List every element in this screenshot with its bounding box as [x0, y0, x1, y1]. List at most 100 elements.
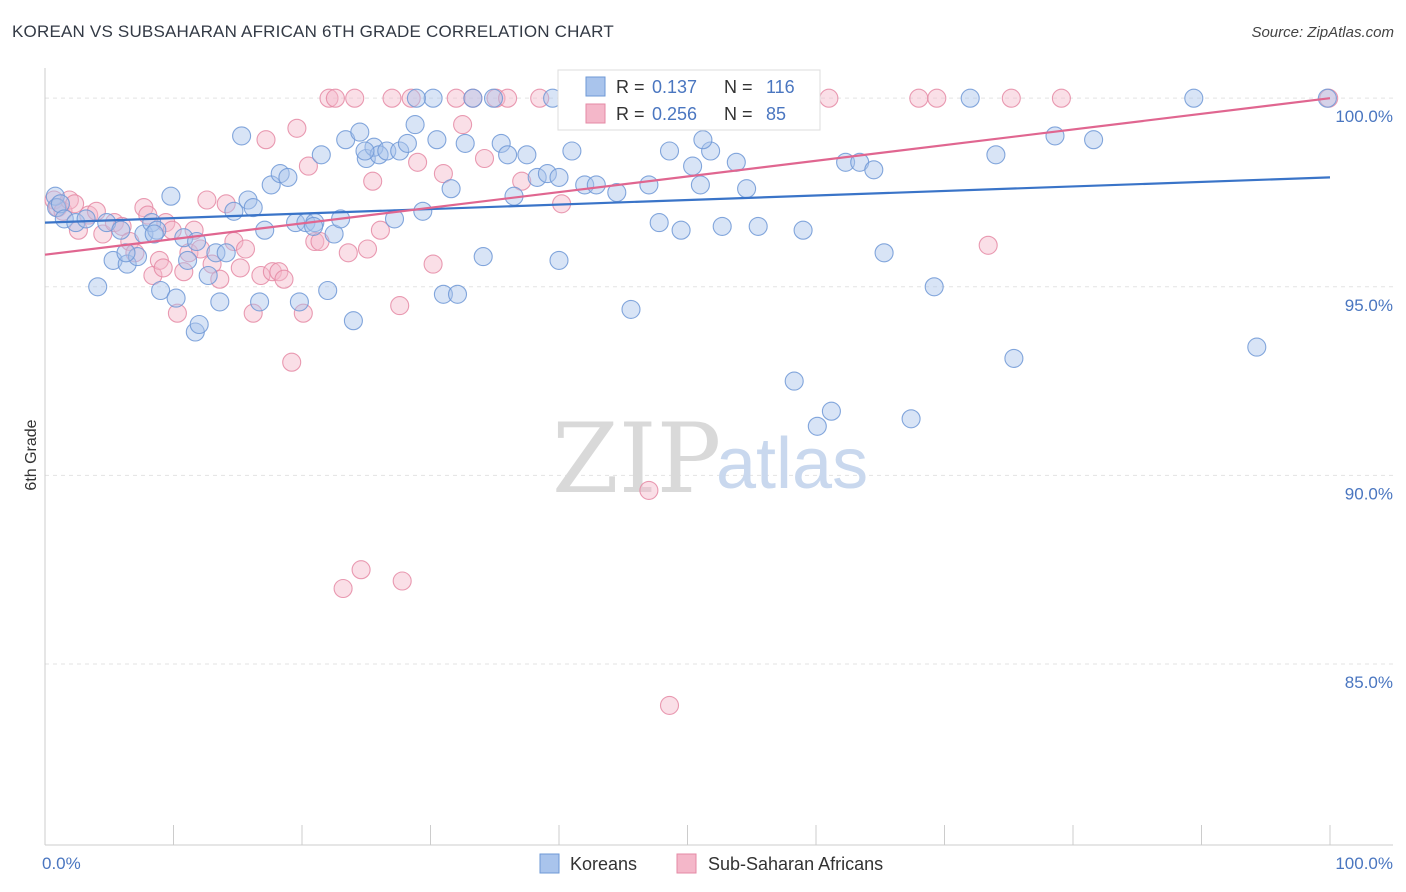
grid-lines	[45, 97, 1393, 665]
korean-point	[198, 265, 218, 286]
korean-point	[350, 122, 370, 142]
african-point	[446, 88, 466, 108]
trend-lines	[44, 97, 1331, 256]
african-point	[202, 254, 222, 274]
korean-point	[243, 198, 263, 218]
african-point	[453, 115, 473, 135]
korean-point	[659, 141, 680, 161]
korean-point	[690, 175, 710, 195]
korean-point	[671, 220, 691, 240]
african-point	[357, 239, 378, 259]
korean-point	[355, 141, 375, 161]
african-point	[274, 269, 294, 289]
korean-point	[255, 220, 275, 240]
legend-item-koreans: Koreans	[570, 854, 637, 874]
korean-point	[278, 167, 298, 187]
korean-point	[924, 277, 944, 297]
african-point	[262, 262, 282, 282]
korean-point	[1247, 337, 1267, 357]
korean-point	[1084, 130, 1104, 150]
legend-series: Koreans Sub-Saharan Africans	[539, 853, 883, 874]
korean-point	[318, 280, 338, 301]
korean-point	[413, 201, 433, 221]
korean-point	[166, 288, 186, 308]
african-point	[305, 231, 325, 252]
x-tick-label-max: 100.0%	[1335, 854, 1393, 873]
y-axis-label: 6th Grade	[23, 419, 40, 490]
african-point	[351, 560, 371, 580]
korean-point	[232, 126, 252, 146]
korean-point	[447, 284, 468, 304]
korean-point	[473, 247, 493, 267]
african-point	[167, 303, 187, 323]
legend-n-value-africans: 85	[766, 104, 786, 124]
korean-point	[304, 216, 324, 236]
african-point	[659, 695, 680, 715]
african-point	[345, 88, 365, 108]
korean-point	[50, 194, 70, 214]
african-point	[325, 88, 345, 108]
korean-point	[549, 167, 569, 187]
korean-point	[151, 280, 171, 301]
korean-point	[427, 130, 447, 150]
african-point	[210, 269, 230, 289]
y-tick-label: 90.0%	[1345, 484, 1393, 503]
korean-point	[621, 299, 641, 319]
korean-point	[178, 250, 198, 270]
korean-point	[433, 284, 453, 304]
african-point	[1051, 88, 1071, 108]
african-point	[319, 88, 339, 108]
korean-point	[784, 371, 804, 391]
korean-point	[639, 175, 659, 195]
african-point	[251, 265, 271, 286]
korean-point	[423, 88, 443, 108]
african-point	[433, 164, 453, 184]
watermark-zip: ZIP	[552, 403, 721, 515]
african-point	[819, 88, 839, 108]
korean-point	[821, 401, 841, 421]
legend-bottom-swatch-koreans	[539, 853, 560, 874]
legend-r-value-africans: 0.256	[652, 104, 697, 124]
korean-point	[549, 250, 569, 270]
chart-title: KOREAN VS SUBSAHARAN AFRICAN 6TH GRADE C…	[12, 22, 614, 41]
korean-point	[47, 198, 67, 218]
legend-n-label-africans: N =	[724, 104, 753, 124]
x-tick-label-min: 0.0%	[42, 854, 81, 873]
korean-point	[463, 88, 483, 108]
african-point	[153, 258, 173, 278]
korean-point	[693, 130, 713, 150]
trend-line-africans	[44, 97, 1331, 256]
series-koreans	[45, 88, 1337, 436]
legend-bottom-swatch-africans	[676, 853, 697, 874]
korean-point	[748, 216, 768, 236]
african-point	[390, 296, 410, 316]
korean-point	[111, 220, 131, 240]
korean-point	[491, 133, 511, 153]
african-point	[363, 171, 383, 191]
legend-r-label-koreans: R =	[616, 77, 645, 97]
korean-point	[397, 133, 417, 153]
african-point	[184, 220, 204, 240]
african-point	[382, 88, 402, 108]
korean-point	[455, 133, 475, 153]
korean-point	[807, 416, 827, 436]
korean-point	[343, 311, 363, 331]
korean-point	[441, 179, 461, 199]
source-credit: Source: ZipAtlas.com	[1251, 24, 1394, 41]
korean-point	[356, 148, 376, 169]
korean-point	[206, 243, 226, 263]
legend-n-label-koreans: N =	[724, 77, 753, 97]
korean-point	[517, 145, 537, 165]
african-point	[65, 194, 85, 214]
korean-point	[289, 292, 309, 312]
korean-point	[586, 175, 606, 195]
korean-point	[210, 292, 230, 312]
korean-point	[498, 145, 518, 165]
korean-point	[54, 209, 74, 229]
legend-item-africans: Sub-Saharan Africans	[708, 854, 883, 874]
african-point	[1001, 88, 1021, 108]
korean-point	[144, 224, 164, 244]
korean-point	[1004, 348, 1024, 368]
african-point	[639, 480, 659, 500]
